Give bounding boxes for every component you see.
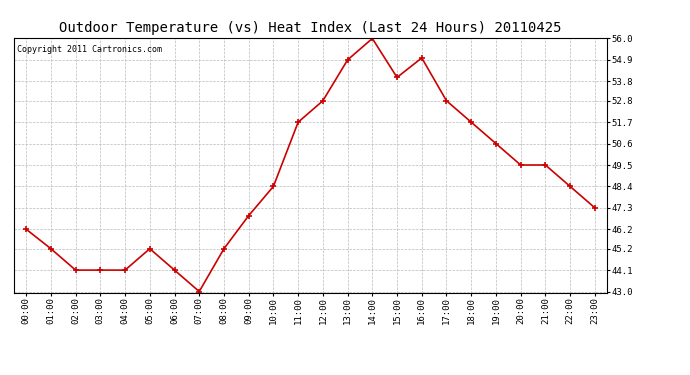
Title: Outdoor Temperature (vs) Heat Index (Last 24 Hours) 20110425: Outdoor Temperature (vs) Heat Index (Las… bbox=[59, 21, 562, 35]
Text: Copyright 2011 Cartronics.com: Copyright 2011 Cartronics.com bbox=[17, 45, 161, 54]
